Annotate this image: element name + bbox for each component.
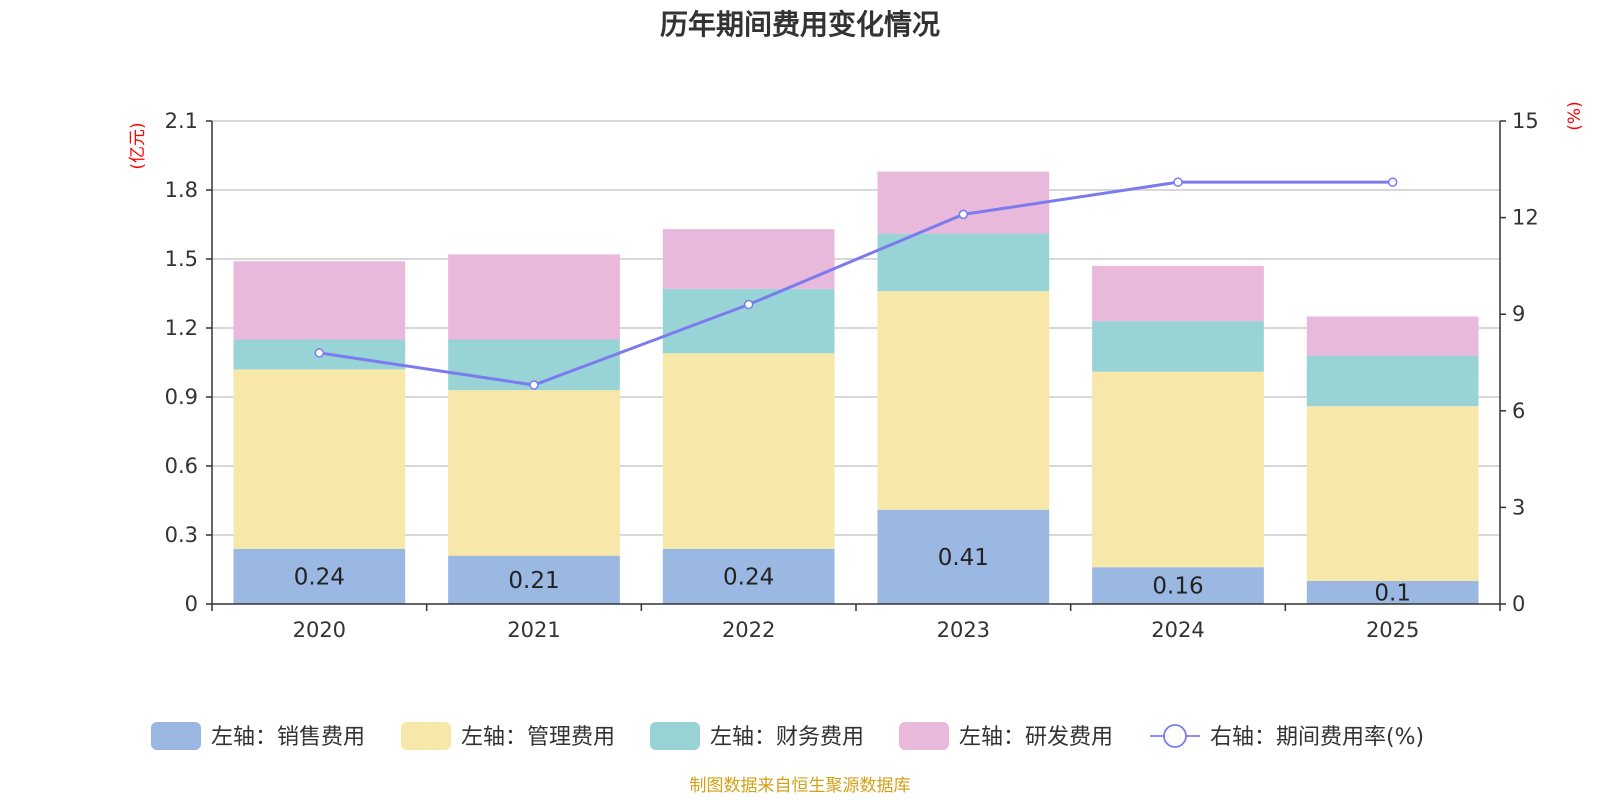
bar-value-label: 0.21 bbox=[508, 568, 559, 594]
bar-segment-4-2023 bbox=[877, 171, 1050, 234]
bars bbox=[233, 171, 1479, 604]
bar-segment-4-2024 bbox=[1092, 265, 1264, 322]
chart-title: 历年期间费用变化情况 bbox=[660, 8, 940, 41]
bar-segment-2-2020 bbox=[233, 369, 406, 549]
legend-swatch bbox=[899, 722, 949, 750]
bar-segment-3-2025 bbox=[1306, 355, 1479, 407]
bar-value-label: 0.1 bbox=[1374, 581, 1411, 607]
legend-label: 左轴：销售费用 bbox=[211, 725, 365, 750]
legend-swatch bbox=[650, 722, 700, 750]
left-axis-unit: (亿元) bbox=[128, 122, 148, 169]
rate-line-path bbox=[319, 180, 1393, 387]
right-tick-label: 6 bbox=[1512, 399, 1525, 423]
bar-segment-3-2024 bbox=[1092, 321, 1264, 372]
left-tick-label: 0.9 bbox=[165, 385, 198, 409]
legend-swatch bbox=[151, 722, 201, 750]
left-tick-label: 2.1 bbox=[165, 109, 198, 133]
bar-segment-4-2020 bbox=[233, 261, 406, 340]
legend-label: 右轴：期间费用率(%) bbox=[1210, 725, 1424, 750]
x-tick-label: 2021 bbox=[507, 618, 560, 642]
rate-point bbox=[314, 348, 325, 358]
legend-label: 左轴：研发费用 bbox=[959, 725, 1113, 750]
bar-segment-2-2022 bbox=[662, 353, 835, 549]
bar-segment-4-2021 bbox=[448, 254, 620, 340]
x-tick-label: 2023 bbox=[937, 618, 990, 642]
rate-line bbox=[314, 177, 1398, 390]
x-tick-label: 2020 bbox=[293, 618, 346, 642]
bar-segment-3-2022 bbox=[662, 288, 835, 354]
left-tick-label: 0 bbox=[185, 592, 198, 616]
bar-value-label: 0.41 bbox=[938, 545, 989, 571]
bar-segment-2-2023 bbox=[877, 291, 1050, 510]
left-tick-label: 1.2 bbox=[165, 316, 198, 340]
legend: 左轴：销售费用 左轴：管理费用 左轴：财务费用 左轴：研发费用 右轴：期间费用率(%) bbox=[151, 722, 1424, 750]
rate-point bbox=[1387, 177, 1398, 187]
x-tick-label: 2024 bbox=[1151, 618, 1204, 642]
x-tick-label: 2022 bbox=[722, 618, 775, 642]
bar-segment-2-2021 bbox=[448, 390, 620, 556]
bar-segment-1-2023 bbox=[877, 509, 1050, 604]
bar-segment-4-2025 bbox=[1306, 316, 1479, 356]
left-tick-label: 0.3 bbox=[165, 523, 198, 547]
right-axis-unit: (%) bbox=[1565, 101, 1585, 130]
right-tick-label: 3 bbox=[1512, 495, 1525, 519]
bar-segment-1-2021 bbox=[448, 555, 620, 604]
bar-segment-1-2024 bbox=[1092, 567, 1264, 604]
legend-swatch bbox=[401, 722, 451, 750]
legend-label: 左轴：管理费用 bbox=[461, 725, 615, 750]
right-tick-label: 15 bbox=[1512, 109, 1539, 133]
left-tick-label: 1.5 bbox=[165, 247, 198, 271]
legend-label: 左轴：财务费用 bbox=[710, 725, 864, 750]
left-tick-label: 0.6 bbox=[165, 454, 198, 478]
bar-segment-2-2025 bbox=[1306, 406, 1479, 581]
right-tick-label: 12 bbox=[1512, 206, 1539, 230]
rate-point bbox=[529, 380, 539, 390]
bar-value-label: 0.16 bbox=[1152, 574, 1203, 600]
right-tick-label: 0 bbox=[1512, 592, 1525, 616]
bar-segment-2-2024 bbox=[1092, 371, 1264, 568]
rate-point bbox=[743, 299, 754, 310]
bar-segment-1-2022 bbox=[662, 548, 835, 604]
axes: 0 0.3 0.6 0.9 1.2 1.5 1.8 2.1 0 3 6 9 12 15 2020 2021 20… bbox=[128, 101, 1585, 642]
rate-point bbox=[1173, 177, 1183, 187]
rate-point bbox=[958, 209, 969, 220]
source-note: 制图数据来自恒生聚源数据库 bbox=[690, 776, 911, 796]
bar-segment-1-2025 bbox=[1306, 581, 1479, 604]
bar-segment-1-2020 bbox=[233, 548, 406, 604]
bar-value-label: 0.24 bbox=[294, 564, 345, 590]
bar-segment-3-2023 bbox=[877, 233, 1050, 292]
left-tick-label: 1.8 bbox=[165, 178, 198, 202]
bar-value-label: 0.24 bbox=[723, 564, 774, 590]
data-labels: 0.24 0.21 0.24 0.41 0.16 0.1 bbox=[294, 545, 1411, 607]
x-tick-label: 2025 bbox=[1366, 618, 1419, 642]
right-tick-label: 9 bbox=[1512, 302, 1525, 326]
legend-circle-symbol bbox=[1163, 724, 1187, 748]
